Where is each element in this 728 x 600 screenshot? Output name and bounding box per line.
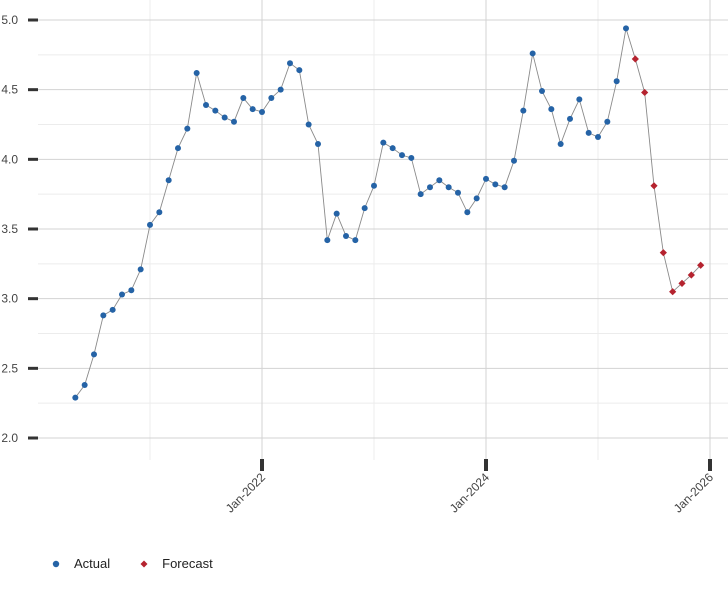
legend-item-actual: Actual xyxy=(52,556,110,571)
actual-point xyxy=(249,106,256,113)
actual-point xyxy=(585,129,592,136)
actual-point xyxy=(333,210,340,217)
actual-point xyxy=(81,382,88,389)
actual-point xyxy=(529,50,536,57)
actual-point xyxy=(501,184,508,191)
actual-point xyxy=(557,141,564,148)
actual-point xyxy=(483,175,489,182)
actual-point xyxy=(91,351,97,358)
minor-gridlines xyxy=(38,0,728,460)
y-tick-label: 5.0 xyxy=(1,13,18,27)
legend-item-forecast: Forecast xyxy=(140,556,213,571)
actual-point xyxy=(72,394,79,401)
actual-point xyxy=(399,152,405,159)
actual-point xyxy=(361,205,368,212)
actual-point xyxy=(371,182,377,189)
actual-point xyxy=(548,106,555,113)
actual-point xyxy=(436,177,443,184)
actual-point xyxy=(165,177,172,184)
x-tick-label: Jan-2026 xyxy=(671,470,717,516)
legend: Actual Forecast xyxy=(52,556,243,571)
actual-point xyxy=(417,191,424,198)
major-gridlines xyxy=(38,0,728,460)
actual-point xyxy=(576,96,583,103)
actual-point xyxy=(305,121,312,128)
actual-point xyxy=(221,114,228,121)
legend-label-forecast: Forecast xyxy=(162,556,213,571)
forecast-point xyxy=(650,182,658,190)
actual-point xyxy=(539,88,545,95)
actual-point xyxy=(623,25,629,32)
forecast-point xyxy=(697,261,705,269)
actual-point xyxy=(100,312,107,319)
actual-point xyxy=(259,108,265,115)
connecting-line xyxy=(74,28,701,398)
actual-point xyxy=(184,125,191,132)
y-tick-label: 2.5 xyxy=(1,361,18,375)
actual-point xyxy=(408,154,415,161)
actual-point xyxy=(296,67,303,74)
actual-point xyxy=(324,237,331,244)
actual-point xyxy=(315,141,321,148)
actual-point xyxy=(604,118,611,125)
actual-point xyxy=(137,266,144,273)
axis-ticks xyxy=(28,18,712,471)
actual-point xyxy=(287,60,293,67)
y-axis-labels: 2.0 2.5 3.0 3.5 4.0 4.5 5.0 xyxy=(1,13,18,445)
y-tick-label: 3.5 xyxy=(1,222,18,236)
y-tick-label: 4.5 xyxy=(1,83,18,97)
actual-point xyxy=(119,291,125,298)
actual-point xyxy=(156,209,163,216)
actual-point xyxy=(520,107,527,114)
series-line xyxy=(74,28,701,398)
actual-point xyxy=(231,118,237,125)
actual-point xyxy=(473,195,480,202)
actual-point xyxy=(268,95,275,102)
actual-point xyxy=(511,157,517,164)
actual-point xyxy=(193,69,200,76)
actual-point xyxy=(389,145,396,152)
x-tick-label: Jan-2022 xyxy=(223,470,269,516)
actual-point xyxy=(492,181,499,188)
actual-point xyxy=(455,189,461,196)
y-tick-label: 4.0 xyxy=(1,152,18,166)
actual-point xyxy=(445,184,452,191)
actual-point xyxy=(175,145,181,152)
x-tick-label: Jan-2024 xyxy=(447,470,493,516)
actual-point xyxy=(613,78,620,85)
legend-label-actual: Actual xyxy=(74,556,111,571)
actual-point xyxy=(203,101,209,108)
data-points xyxy=(72,25,705,401)
actual-point xyxy=(464,209,471,216)
actual-point xyxy=(352,237,359,244)
legend-circle-icon xyxy=(52,560,60,567)
x-axis-labels: Jan-2022 Jan-2024 Jan-2026 xyxy=(223,470,717,516)
actual-point xyxy=(427,184,433,191)
actual-point xyxy=(240,95,247,102)
actual-point xyxy=(109,306,116,313)
forecast-point xyxy=(678,279,686,287)
forecast-point xyxy=(631,55,639,63)
actual-point xyxy=(147,221,153,228)
forecast-point xyxy=(669,288,677,296)
y-tick-label: 3.0 xyxy=(1,292,18,306)
forecast-point xyxy=(659,249,667,257)
actual-point xyxy=(343,232,349,239)
y-tick-label: 2.0 xyxy=(1,431,18,445)
actual-point xyxy=(212,107,219,114)
actual-point xyxy=(595,134,601,141)
actual-point xyxy=(277,86,284,93)
legend-diamond-icon xyxy=(140,560,148,567)
forecast-point xyxy=(687,271,695,279)
actual-point xyxy=(567,115,573,122)
actual-point xyxy=(128,287,135,294)
actual-point xyxy=(380,139,387,146)
forecast-point xyxy=(641,88,649,97)
